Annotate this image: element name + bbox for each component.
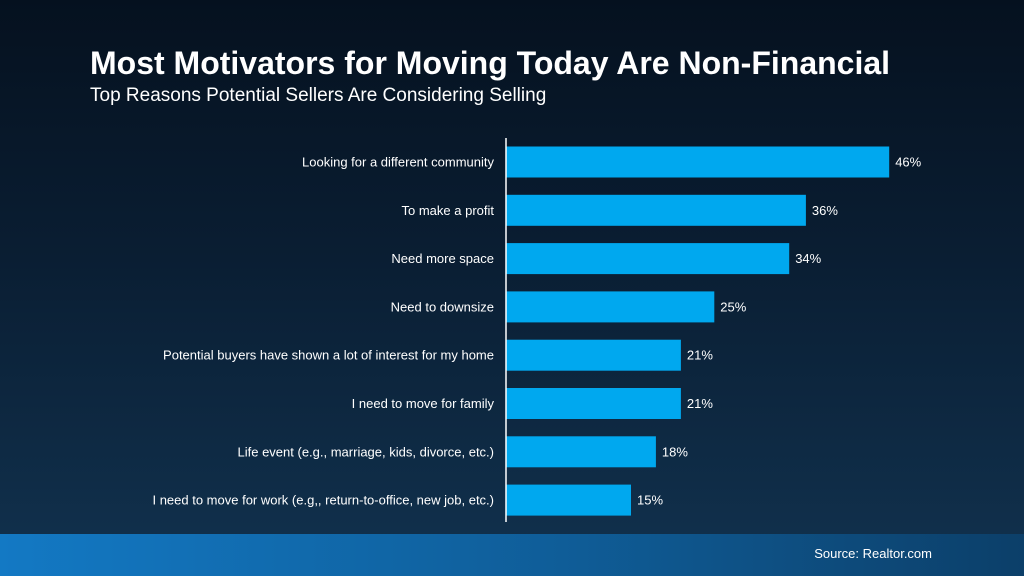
source-text: Source: Realtor.com <box>814 546 932 561</box>
value-label: 21% <box>687 348 713 363</box>
bar <box>506 436 656 468</box>
bar <box>506 243 790 275</box>
value-label: 18% <box>662 444 688 459</box>
value-label: 21% <box>687 396 713 411</box>
bar <box>506 146 890 178</box>
value-label: 36% <box>812 203 838 218</box>
bar <box>506 339 681 371</box>
value-label: 25% <box>720 299 746 314</box>
value-label: 34% <box>795 251 821 266</box>
value-label: 15% <box>637 493 663 508</box>
bar <box>506 484 631 516</box>
bar <box>506 291 715 323</box>
value-label: 46% <box>895 155 921 170</box>
category-label: I need to move for work (e.g,, return-to… <box>152 493 494 508</box>
chart-title: Most Motivators for Moving Today Are Non… <box>90 45 891 81</box>
category-label: Need to downsize <box>391 299 494 314</box>
category-label: Looking for a different community <box>302 155 494 170</box>
category-label: I need to move for family <box>352 396 495 411</box>
category-label: Life event (e.g., marriage, kids, divorc… <box>238 444 495 459</box>
category-label: Need more space <box>391 251 494 266</box>
footer-band: Source: Realtor.com <box>0 534 1024 576</box>
category-label: To make a profit <box>402 203 495 218</box>
category-label: Potential buyers have shown a lot of int… <box>163 348 494 363</box>
chart-subtitle: Top Reasons Potential Sellers Are Consid… <box>90 85 547 106</box>
bar <box>506 194 806 226</box>
bar <box>506 388 681 419</box>
